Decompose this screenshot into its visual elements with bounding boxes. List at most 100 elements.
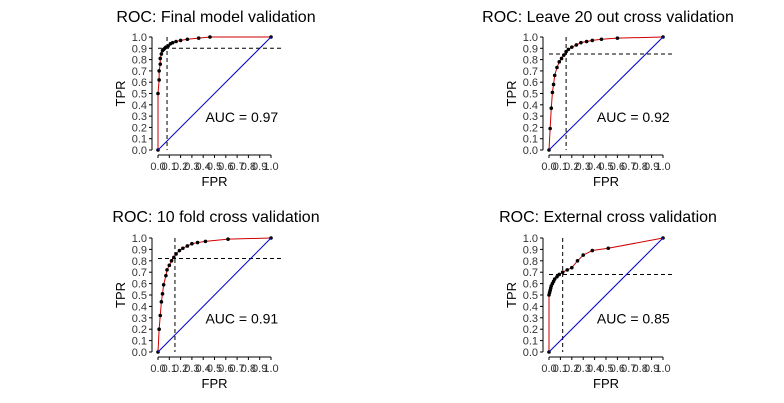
y-tick-label: 0.6 (132, 279, 147, 291)
x-tick-label: 0.6 (218, 161, 233, 173)
y-tick-label: 0.1 (132, 336, 147, 348)
roc-point (161, 282, 166, 287)
roc-point (548, 126, 552, 131)
roc-point (570, 45, 574, 49)
y-tick-label: 0.9 (132, 43, 147, 55)
x-tick-label: 0.1 (553, 363, 568, 375)
y-tick-label: 1.0 (132, 32, 147, 44)
y-tick-label: 1.0 (523, 32, 538, 44)
roc-point (156, 91, 160, 96)
y-axis-label: TPR (113, 81, 128, 107)
x-tick-label: 0.4 (587, 363, 602, 375)
roc-point (555, 274, 559, 279)
x-tick-label: 0.4 (196, 363, 211, 375)
y-tick-label: 0.7 (523, 267, 538, 279)
x-tick-label: 0.1 (162, 363, 177, 375)
y-tick-label: 0.8 (132, 256, 147, 268)
roc-point (196, 36, 201, 40)
x-tick-label: 0.1 (162, 161, 177, 173)
y-tick-label: 0.9 (523, 43, 538, 55)
diagonal-reference-line (157, 36, 272, 151)
y-tick-label: 0.0 (132, 347, 147, 359)
panel-title: ROC: External cross validation (499, 209, 717, 226)
roc-panel-4: ROC: External cross validation0.00.10.20… (499, 209, 717, 391)
x-tick-label: 0.6 (610, 363, 625, 375)
y-tick-label: 0.1 (523, 134, 538, 146)
roc-point (557, 272, 562, 277)
y-tick-label: 0.5 (523, 290, 538, 302)
y-tick-label: 0.5 (523, 89, 538, 101)
roc-point (190, 241, 194, 246)
x-tick-label: 0.5 (207, 161, 222, 173)
y-tick-label: 0.5 (132, 290, 147, 302)
x-tick-label: 0.8 (241, 363, 256, 375)
y-tick-label: 0.6 (132, 77, 147, 89)
roc-point (555, 65, 559, 70)
roc-point (157, 327, 161, 332)
roc-point (581, 253, 585, 257)
roc-point (174, 252, 178, 256)
auc-annotation: AUC = 0.85 (597, 311, 670, 327)
roc-point (166, 44, 170, 48)
x-tick-label: 0.4 (587, 161, 602, 173)
roc-point (185, 244, 190, 248)
x-tick-label: 0.3 (576, 161, 591, 173)
x-tick-label: 0.7 (621, 161, 636, 173)
y-tick-label: 0.8 (523, 55, 538, 67)
x-tick-label: 0.5 (207, 363, 222, 375)
x-tick-label: 0.6 (218, 363, 233, 375)
diagonal-reference-line (548, 36, 664, 151)
roc-point (560, 270, 565, 275)
roc-point (167, 263, 172, 268)
x-tick-label: 0.4 (196, 161, 211, 173)
y-tick-label: 0.6 (523, 279, 538, 291)
roc-point (157, 69, 161, 73)
x-tick-label: 1.0 (263, 363, 278, 375)
roc-point (157, 78, 161, 82)
roc-panel-2: ROC: Leave 20 out cross validation0.00.1… (482, 9, 734, 189)
auc-annotation: AUC = 0.97 (205, 109, 278, 125)
roc-point (570, 265, 574, 270)
x-tick-label: 1.0 (655, 161, 670, 173)
roc-point (557, 60, 562, 64)
y-tick-label: 0.3 (523, 111, 538, 123)
roc-point (549, 106, 554, 110)
roc-point (172, 255, 176, 260)
y-tick-label: 0.5 (132, 89, 147, 101)
y-tick-label: 0.4 (132, 100, 147, 112)
roc-point (226, 237, 230, 241)
roc-point (159, 300, 164, 304)
x-tick-label: 0.0 (541, 363, 556, 375)
y-tick-label: 0.4 (132, 301, 147, 313)
diagonal-reference-line (548, 237, 664, 353)
y-tick-label: 0.9 (132, 244, 147, 256)
x-tick-label: 0.2 (564, 161, 579, 173)
x-tick-label: 0.3 (184, 161, 199, 173)
y-tick-label: 0.1 (132, 134, 147, 146)
panel-title: ROC: 10 fold cross validation (112, 209, 319, 226)
y-tick-label: 0.0 (523, 145, 538, 157)
x-tick-label: 0.9 (252, 363, 267, 375)
x-tick-label: 0.0 (150, 161, 165, 173)
roc-point (615, 36, 620, 40)
roc-point (208, 35, 212, 39)
x-tick-label: 0.9 (644, 363, 659, 375)
roc-point (552, 73, 557, 78)
x-tick-label: 0.6 (610, 161, 625, 173)
roc-point (606, 246, 611, 251)
x-tick-label: 0.5 (598, 363, 613, 375)
x-tick-label: 0.0 (150, 363, 165, 375)
roc-point (159, 52, 164, 56)
y-tick-label: 0.1 (523, 336, 538, 348)
y-tick-label: 0.7 (132, 66, 147, 78)
y-tick-label: 1.0 (132, 233, 147, 245)
roc-point (564, 49, 568, 54)
roc-point (575, 259, 580, 263)
panel-title: ROC: Final model validation (116, 9, 315, 26)
y-tick-label: 0.4 (523, 301, 538, 313)
y-tick-label: 1.0 (523, 233, 538, 245)
y-axis-label: TPR (113, 282, 128, 308)
x-tick-label: 0.7 (229, 161, 244, 173)
roc-point (170, 40, 175, 45)
roc-point (574, 43, 579, 47)
